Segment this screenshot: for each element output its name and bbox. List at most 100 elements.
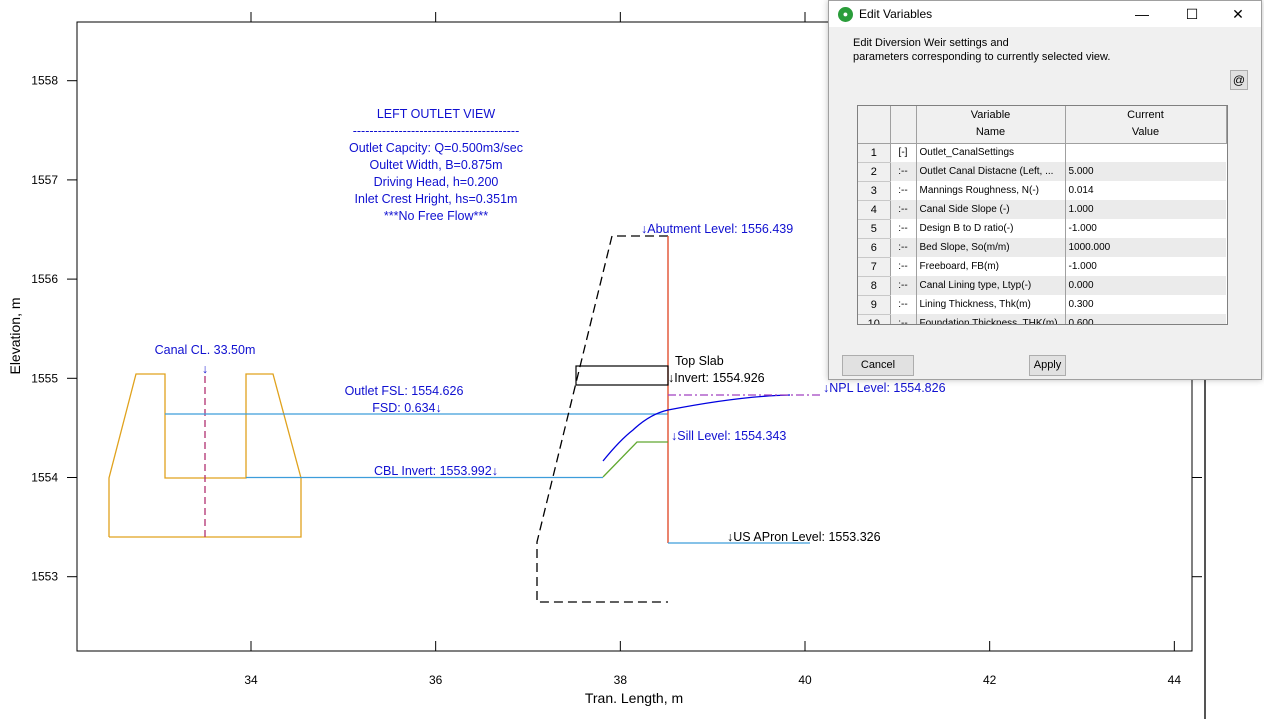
window-edge-right bbox=[1204, 380, 1206, 719]
header-line: Value bbox=[1131, 126, 1160, 139]
variable-value[interactable]: 0.300 bbox=[1068, 298, 1094, 310]
y-tick-label: 1555 bbox=[31, 371, 58, 385]
row-number: 6 bbox=[858, 238, 891, 258]
x-tick-label: 38 bbox=[614, 673, 628, 687]
canal-cl-label: Canal CL. 33.50m bbox=[155, 343, 256, 357]
row-number: 1 bbox=[858, 143, 891, 163]
fsd-label: FSD: 0.634↓ bbox=[372, 401, 441, 415]
abutment-outline bbox=[536, 235, 668, 603]
us-apron-level-label: ↓US APron Level: 1553.326 bbox=[727, 530, 881, 544]
expander-toggle: :-- bbox=[890, 295, 917, 314]
x-tick-label: 36 bbox=[429, 673, 443, 687]
apply-button[interactable]: Apply bbox=[1029, 355, 1066, 376]
variable-value[interactable]: 1.000 bbox=[1065, 200, 1226, 219]
variable-name-header[interactable]: Variable Name bbox=[916, 106, 1066, 144]
table-row[interactable]: 1 [-] Outlet_CanalSettings bbox=[858, 143, 1226, 163]
row-number: 4 bbox=[858, 200, 891, 220]
expander-toggle: :-- bbox=[890, 257, 917, 276]
info-title: LEFT OUTLET VIEW bbox=[377, 107, 496, 121]
dialog-title-bar[interactable]: ● Edit Variables — ☐ ✕ bbox=[829, 1, 1261, 27]
variable-name[interactable]: Freeboard, FB(m) bbox=[916, 257, 1066, 276]
at-button[interactable]: @ bbox=[1230, 70, 1248, 90]
expander-toggle[interactable]: [-] bbox=[890, 143, 917, 162]
x-tick-label: 34 bbox=[244, 673, 258, 687]
minimize-icon[interactable]: — bbox=[1135, 6, 1149, 22]
expander-toggle: :-- bbox=[890, 181, 917, 200]
table-row[interactable]: 2 :-- Outlet Canal Distacne (Left, ... 5… bbox=[858, 162, 1226, 182]
info-separator: ---------------------------------------- bbox=[353, 124, 520, 138]
variables-grid: Variable Name Current Value 1 [-] Outlet… bbox=[857, 105, 1228, 325]
top-slab-label: Top Slab bbox=[675, 354, 724, 368]
variable-name[interactable]: Canal Side Slope (-) bbox=[916, 200, 1066, 219]
y-tick-label: 1554 bbox=[31, 471, 58, 485]
row-number: 7 bbox=[858, 257, 891, 277]
info-flow-note: ***No Free Flow*** bbox=[384, 209, 488, 223]
expander-toggle: :-- bbox=[890, 238, 917, 257]
app-icon: ● bbox=[838, 7, 853, 22]
variable-value[interactable]: -1.000 bbox=[1068, 260, 1097, 272]
y-axis-label: Elevation, m bbox=[7, 297, 23, 374]
row-number: 8 bbox=[858, 276, 891, 296]
table-row[interactable]: 5 :-- Design B to D ratio(-) -1.000 bbox=[858, 219, 1226, 239]
variable-value[interactable]: 0.600 bbox=[1065, 314, 1226, 324]
flow-curve bbox=[602, 394, 791, 462]
maximize-icon[interactable]: ☐ bbox=[1185, 6, 1199, 22]
x-axis-label: Tran. Length, m bbox=[585, 690, 683, 706]
current-value-header[interactable]: Current Value bbox=[1065, 106, 1227, 144]
outlet-fsl-label: Outlet FSL: 1554.626 bbox=[345, 384, 464, 398]
info-driving-head: Driving Head, h=0.200 bbox=[374, 175, 499, 189]
variable-name[interactable]: Bed Slope, So(m/m) bbox=[916, 238, 1066, 257]
header-line: Current bbox=[1127, 109, 1164, 122]
x-tick-label: 42 bbox=[983, 673, 997, 687]
canal-cl-arrow: ↓ bbox=[202, 362, 208, 376]
header-line: Variable bbox=[970, 109, 1011, 122]
header-line: Name bbox=[975, 126, 1006, 139]
grid-header-row: Variable Name Current Value bbox=[858, 106, 1227, 144]
variable-value[interactable]: 5.000 bbox=[1065, 162, 1226, 181]
expander-toggle: :-- bbox=[890, 314, 917, 324]
expander-toggle: :-- bbox=[890, 276, 917, 295]
variable-name[interactable]: Lining Thickness, Thk(m) bbox=[916, 295, 1066, 314]
edit-variables-dialog: ● Edit Variables — ☐ ✕ Edit Diversion We… bbox=[828, 0, 1262, 380]
variable-value[interactable]: 0.000 bbox=[1065, 276, 1226, 295]
abutment-level-label: ↓Abutment Level: 1556.439 bbox=[641, 222, 793, 236]
description-line: Edit Diversion Weir settings and bbox=[853, 37, 1009, 49]
info-capacity: Outlet Capcity: Q=0.500m3/sec bbox=[349, 141, 523, 155]
table-row[interactable]: 10 :-- Foundation Thickness, THK(m) 0.60… bbox=[858, 314, 1226, 324]
cbl-invert-label: CBL Invert: 1553.992↓ bbox=[374, 464, 498, 478]
variable-name[interactable]: Outlet Canal Distacne (Left, ... bbox=[916, 162, 1066, 181]
variable-value[interactable] bbox=[1065, 143, 1226, 162]
table-row[interactable]: 8 :-- Canal Lining type, Ltyp(-) 0.000 bbox=[858, 276, 1226, 296]
npl-level-label: ↓NPL Level: 1554.826 bbox=[823, 381, 946, 395]
cancel-button[interactable]: Cancel bbox=[842, 355, 914, 376]
sill-level-label: ↓Sill Level: 1554.343 bbox=[671, 429, 786, 443]
expander-toggle: :-- bbox=[890, 200, 917, 219]
description-line: parameters corresponding to currently se… bbox=[853, 51, 1111, 63]
variable-name[interactable]: Canal Lining type, Ltyp(-) bbox=[916, 276, 1066, 295]
table-row[interactable]: 9 :-- Lining Thickness, Thk(m) 0.300 bbox=[858, 295, 1226, 315]
top-slab bbox=[575, 365, 669, 386]
variable-value[interactable]: -1.000 bbox=[1068, 222, 1097, 234]
variable-value[interactable]: 1000.000 bbox=[1065, 238, 1226, 257]
variable-name[interactable]: Mannings Roughness, N(-) bbox=[916, 181, 1066, 200]
variable-name[interactable]: Outlet_CanalSettings bbox=[916, 143, 1066, 162]
variable-value[interactable]: 0.014 bbox=[1068, 184, 1094, 196]
y-tick-label: 1553 bbox=[31, 570, 58, 584]
variable-name[interactable]: Design B to D ratio(-) bbox=[916, 219, 1066, 238]
expander-toggle: :-- bbox=[890, 162, 917, 181]
row-number-header bbox=[858, 106, 891, 144]
table-row[interactable]: 4 :-- Canal Side Slope (-) 1.000 bbox=[858, 200, 1226, 220]
row-number: 3 bbox=[858, 181, 891, 201]
table-row[interactable]: 3 :-- Mannings Roughness, N(-) 0.014 bbox=[858, 181, 1226, 201]
y-tick-label: 1557 bbox=[31, 173, 58, 187]
x-tick-label: 44 bbox=[1168, 673, 1182, 687]
close-icon[interactable]: ✕ bbox=[1232, 6, 1244, 22]
expander-toggle: :-- bbox=[890, 219, 917, 238]
table-row[interactable]: 6 :-- Bed Slope, So(m/m) 1000.000 bbox=[858, 238, 1226, 258]
table-row[interactable]: 7 :-- Freeboard, FB(m) -1.000 bbox=[858, 257, 1226, 277]
info-crest-height: Inlet Crest Hright, hs=0.351m bbox=[355, 192, 518, 206]
dialog-title: Edit Variables bbox=[859, 7, 933, 21]
variable-name[interactable]: Foundation Thickness, THK(m) bbox=[916, 314, 1066, 324]
row-number: 2 bbox=[858, 162, 891, 182]
